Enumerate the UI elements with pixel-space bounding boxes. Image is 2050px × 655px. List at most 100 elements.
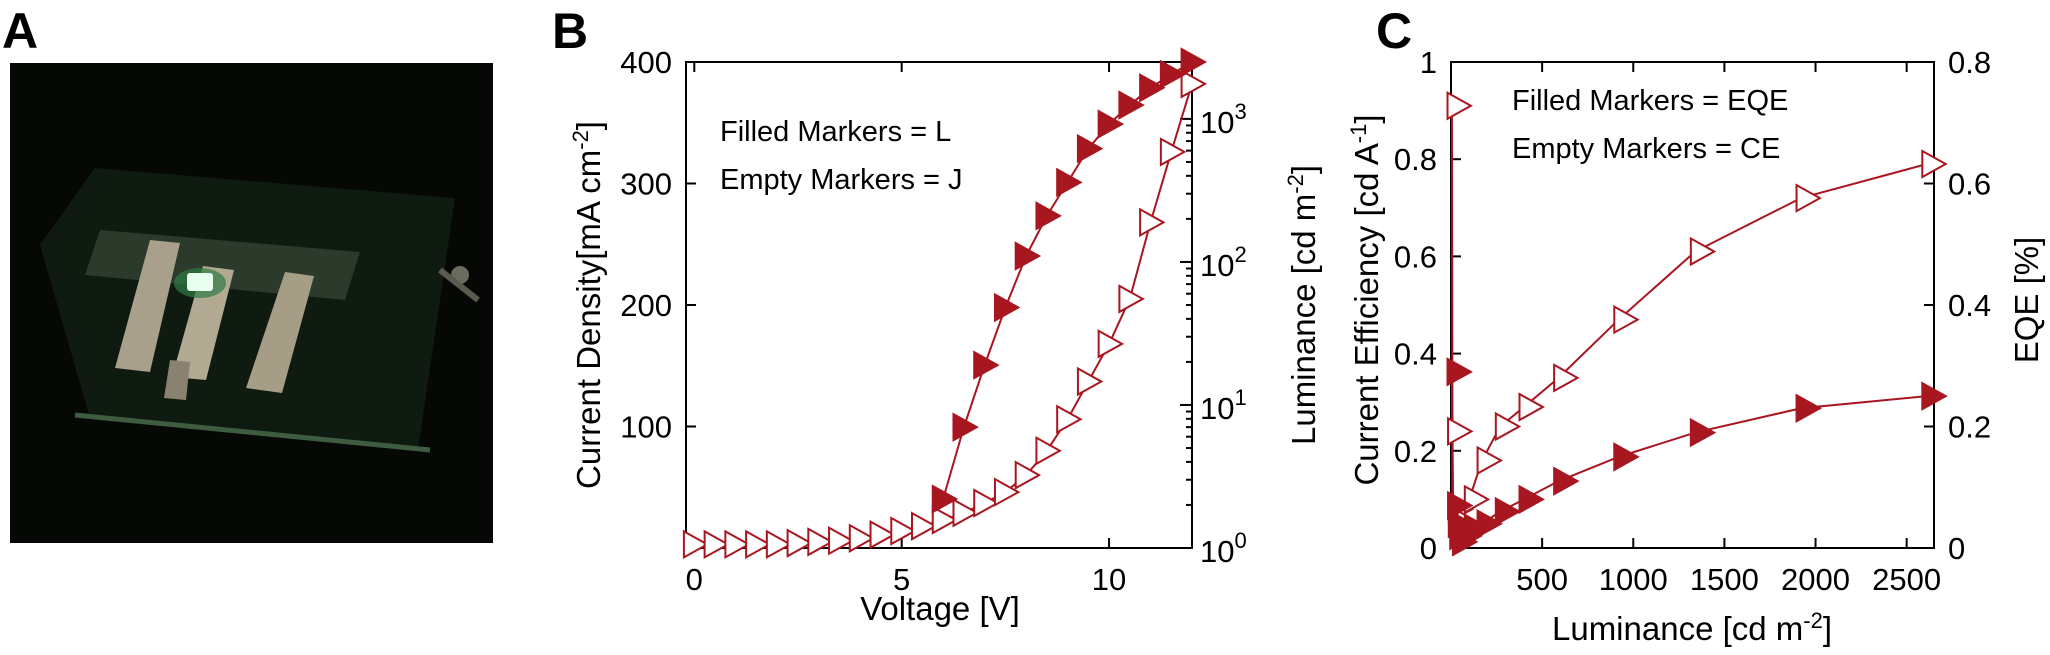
panel-b-current-density-point [1159, 137, 1187, 167]
panel-b-y-left-tick: 300 [620, 167, 672, 202]
panel-c-x-tick: 500 [1516, 562, 1568, 597]
panel-b-current-density-point [848, 523, 876, 553]
panel-b-x-tick: 0 [686, 562, 703, 597]
panel-b-current-density-point [1118, 284, 1145, 314]
panel-b-current-density-point [745, 529, 772, 560]
panel-b-x-tick: 5 [893, 562, 910, 597]
panel-c-current-efficiency-point [1518, 392, 1545, 422]
panel-b-luminance-point [1056, 167, 1083, 198]
panel-b-current-density-point [869, 519, 896, 550]
panel-c-letter: C [1376, 3, 1412, 59]
panel-c-note-filled: Filled Markers = EQE [1512, 85, 1788, 117]
panel-b-y-right-tick: 102 [1200, 242, 1247, 283]
panel-c-y-right-tick: 0 [1948, 531, 1965, 566]
panel-b-luminance-point [1014, 241, 1042, 271]
panel-b-luminance-point [973, 350, 1000, 380]
panel-c-current-efficiency-point [1463, 484, 1491, 515]
panel-b-luminance-point [1159, 59, 1187, 90]
panel-b-plot: 0 5 10 100 200 300 400 100 101 102 103 Filled Mark… [568, 45, 1322, 627]
panel-a-letter: A [2, 3, 38, 59]
panel-b-current-density-point [786, 528, 814, 558]
panel-b-series-line [942, 61, 1193, 500]
panel-c-eqe-point [1613, 442, 1640, 472]
panel-c-current-efficiency-point [1476, 445, 1504, 476]
panel-b-luminance-point [1139, 73, 1166, 103]
panel-c-eqe-point [1494, 496, 1522, 527]
panel-c-current-efficiency-point [1613, 304, 1640, 335]
panel-b-current-density-point [1035, 436, 1062, 466]
panel-c-series-line [1450, 105, 1927, 531]
panel-c-y-right-tick: 0.6 [1948, 167, 1991, 202]
panel-b-letter: B [552, 3, 588, 59]
panel-c-note-empty: Empty Markers = CE [1512, 133, 1780, 165]
panel-b-y-left-tick: 400 [620, 45, 672, 80]
panel-c-y-right-label: EQE [%] [2008, 237, 2045, 364]
panel-c-y-left-tick: 0.4 [1394, 337, 1437, 372]
panel-b-series-line [694, 83, 1193, 546]
panel-c-eqe-point [1689, 417, 1717, 448]
panel-b-luminance-point [1097, 109, 1125, 139]
panel-c-current-efficiency-point [1689, 236, 1717, 267]
oled-device-photo [10, 63, 493, 543]
panel-c-y-left-tick: 0.8 [1394, 142, 1437, 177]
panel-b-current-density-point [952, 498, 979, 528]
panel-b-y-right-label: Luminance [cd m-2] [1283, 165, 1322, 445]
panel-b-y-left-tick: 200 [620, 288, 672, 323]
panel-b-current-density-point [682, 529, 710, 560]
panel-b-luminance-point [993, 292, 1021, 323]
panel-b-current-density-point [807, 527, 834, 557]
panel-b-current-density-point [890, 516, 917, 546]
panel-b-current-density-point [993, 477, 1021, 507]
panel-c-x-tick: 1000 [1599, 562, 1668, 597]
panel-b-luminance-point [931, 484, 959, 514]
panel-c-current-efficiency-point [1921, 149, 1948, 179]
panel-c-eqe-point [1553, 466, 1580, 496]
panel-b-current-density-point [1139, 207, 1166, 238]
panel-c-y-right-tick: 0.4 [1948, 288, 1991, 323]
panel-b-luminance-point [1076, 133, 1104, 164]
panel-b-note-filled: Filled Markers = L [720, 116, 951, 148]
panel-c-y-right-tick: 0.2 [1948, 410, 1991, 445]
panel-b-y-left-label: Current Density[mA cm-2] [568, 121, 607, 489]
panel-c-x-tick: 1500 [1690, 562, 1759, 597]
panel-b-current-density-point [1056, 404, 1083, 434]
panel-c-x-tick: 2000 [1781, 562, 1850, 597]
panel-c-current-efficiency-point [1494, 411, 1522, 442]
panel-c-eqe-point [1446, 357, 1473, 387]
panel-b-x-axis-label: Voltage [V] [860, 590, 1020, 627]
panel-b-y-left-tick: 100 [620, 410, 672, 445]
panel-c-x-tick: 2500 [1872, 562, 1941, 597]
panel-c-eqe-point [1447, 490, 1474, 521]
panel-c-y-left-tick: 0 [1420, 531, 1437, 566]
panel-b-current-density-point [1097, 329, 1125, 359]
panel-c-y-left-tick: 0.2 [1394, 434, 1437, 469]
panel-b-current-density-point [703, 529, 731, 560]
panel-c-eqe-point [1921, 381, 1948, 411]
panel-c-current-efficiency-point [1553, 363, 1580, 393]
panel-b-y-right-tick: 103 [1200, 99, 1247, 140]
panel-b-current-density-point [1014, 460, 1042, 490]
panel-c-x-axis-label: Luminance [cd m-2] [1552, 608, 1832, 647]
panel-b-x-tick: 10 [1092, 562, 1126, 597]
panel-b-current-density-point [1180, 69, 1208, 99]
panel-b-note-empty: Empty Markers = J [720, 164, 963, 196]
panel-c-current-efficiency-point [1447, 416, 1474, 447]
panel-c-current-efficiency-point [1795, 183, 1823, 213]
panel-b-current-density-point [828, 526, 855, 556]
panel-b-luminance-point [952, 412, 979, 442]
panel-b-y-right-tick: 101 [1200, 385, 1247, 426]
panel-c-y-left-tick: 1 [1420, 45, 1437, 80]
panel-b-current-density-point [724, 529, 751, 560]
panel-b-current-density-point [1076, 366, 1104, 397]
panel-b-luminance-point [1035, 201, 1062, 231]
panel-c-plot: 500 1000 1500 2000 250000.20.40.60.8100.20.4… [1346, 45, 2045, 647]
panel-b-luminance-point [1118, 90, 1145, 120]
panel-b-y-right-tick: 100 [1200, 528, 1247, 569]
panel-b-luminance-point [1180, 47, 1208, 77]
panel-b-current-density-point [973, 488, 1000, 518]
panel-c-current-efficiency-point [1446, 91, 1473, 121]
panel-c-eqe-point [1476, 509, 1504, 539]
panel-c-eqe-point [1518, 484, 1545, 515]
panel-b-current-density-point [765, 529, 793, 560]
